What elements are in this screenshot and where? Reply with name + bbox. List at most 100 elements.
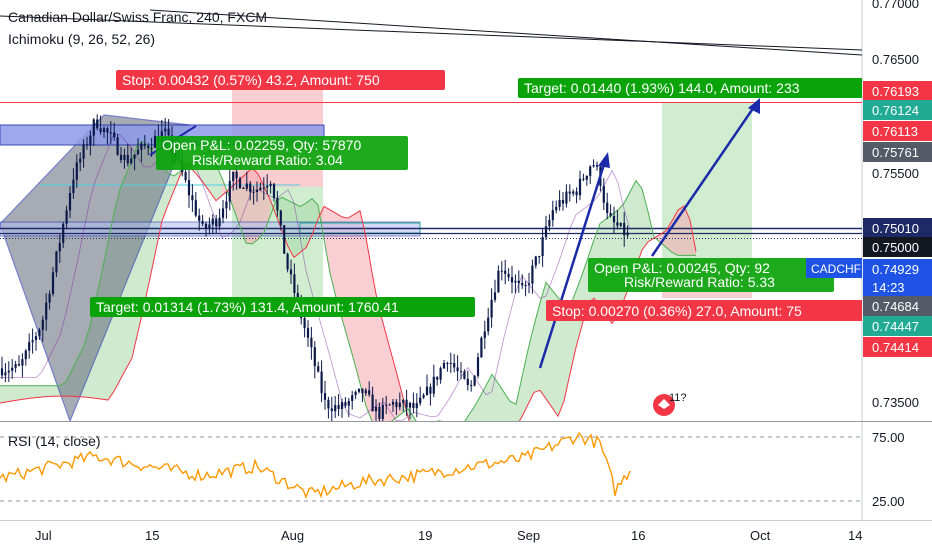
indicator-legend[interactable]: Ichimoku (9, 26, 52, 26) — [8, 31, 155, 47]
short-rr-text: Risk/Reward Ratio: 3.04 — [192, 152, 343, 168]
candle-body — [327, 399, 330, 409]
candle-body — [126, 154, 129, 164]
candle-body — [92, 119, 95, 136]
cloud-segment — [636, 180, 642, 268]
candle-body — [425, 386, 429, 396]
candle-body — [531, 265, 534, 284]
trendline-2[interactable] — [149, 9, 862, 56]
candle-body — [548, 220, 551, 227]
candle-body — [555, 206, 558, 211]
candle-body — [310, 337, 313, 348]
long-pnl-text: Open P&L: 0.00245, Qty: 92 — [594, 260, 770, 276]
candle-body — [215, 218, 218, 227]
candle-body — [38, 329, 41, 337]
price-tag-text: 0.74684 — [872, 299, 919, 314]
candle-body — [408, 402, 412, 408]
price-tag-text: 0.74929 — [872, 262, 919, 277]
candle-body — [487, 317, 490, 332]
cloud-segment — [510, 401, 516, 421]
price-tag: 14:23 — [863, 277, 932, 297]
candle-body — [119, 154, 123, 161]
cloud-segment — [18, 385, 24, 400]
candle-body — [211, 218, 214, 225]
candle-body — [133, 154, 136, 159]
candle-body — [357, 388, 361, 392]
price-tag-text: 0.74447 — [872, 319, 919, 334]
candle-body — [31, 340, 34, 343]
candle-body — [0, 368, 4, 376]
trendline-1[interactable] — [0, 15, 862, 51]
price-tag-text: 0.74414 — [872, 340, 919, 355]
candle-body — [466, 378, 469, 386]
candle-body — [75, 162, 78, 180]
long-stop-text: Stop: 0.00270 (0.36%) 27.0, Amount: 75 — [552, 303, 802, 319]
candle-body — [565, 191, 568, 204]
up-arrow-1[interactable] — [538, 157, 608, 369]
candle-body — [317, 366, 320, 372]
candle-body — [368, 390, 371, 395]
candle-body — [272, 183, 276, 199]
short-stop-label[interactable]: Stop: 0.00432 (0.57%) 43.2, Amount: 750 — [116, 70, 445, 90]
candle-body — [388, 404, 391, 406]
time-label: 16 — [631, 528, 645, 543]
candle-body — [238, 178, 242, 188]
candle-body — [4, 372, 7, 376]
candle-body — [41, 319, 44, 330]
price-tag: 0.74414 — [863, 337, 932, 357]
cloud-segment — [522, 349, 528, 417]
time-axis[interactable]: Jul 15 Aug 19 Sep 16 Oct 14 — [35, 528, 862, 543]
candle-body — [473, 375, 476, 386]
candle-body — [507, 273, 510, 278]
candle-body — [415, 403, 418, 408]
long-pnl-label[interactable]: Open P&L: 0.00245, Qty: 92 Risk/Reward R… — [588, 258, 834, 292]
price-axis[interactable]: 0.77000 0.76500 0.75500 0.73500 0. — [872, 0, 919, 410]
event-badge[interactable]: 11? — [653, 392, 687, 416]
rsi-legend[interactable]: RSI (14, close) — [8, 433, 101, 449]
long-stop-label[interactable]: Stop: 0.00270 (0.36%) 27.0, Amount: 75 — [546, 300, 864, 321]
cloud-segment — [42, 385, 48, 397]
price-tag-text: 0.76124 — [872, 103, 919, 118]
candle-body — [123, 154, 126, 161]
candle-body — [517, 280, 520, 284]
up-arrow-2[interactable] — [650, 103, 758, 257]
candle-body — [255, 189, 259, 192]
candle-body — [34, 336, 38, 341]
candle-body — [500, 270, 503, 272]
candle-body — [572, 191, 575, 194]
long-target-label[interactable]: Target: 0.01440 (1.93%) 144.0, Amount: 2… — [518, 78, 864, 98]
senkou-span-a — [0, 141, 696, 421]
price-tick: 0.75500 — [872, 166, 919, 181]
candle-body — [361, 388, 364, 394]
candle-body — [21, 359, 24, 366]
candle-body — [381, 404, 384, 419]
candle-body — [204, 223, 208, 229]
candle-body — [130, 158, 133, 164]
candle-body — [320, 371, 323, 394]
short-pnl-label[interactable]: Open P&L: 0.02259, Qty: 57870 Risk/Rewar… — [156, 136, 408, 170]
short-target-label[interactable]: Target: 0.01314 (1.73%) 131.4, Amount: 1… — [90, 297, 475, 317]
rsi-line[interactable] — [0, 431, 631, 500]
candle-body — [208, 224, 211, 229]
candle-body — [412, 402, 415, 408]
price-tick: 0.77000 — [872, 0, 919, 11]
candle-body — [340, 402, 344, 410]
candle-body — [459, 371, 463, 373]
cloud-segment — [336, 213, 342, 319]
symbol-tag[interactable]: CADCHF — [806, 258, 862, 278]
candle-body — [194, 200, 197, 216]
symbol-tag-text: CADCHF — [811, 262, 861, 276]
candle-body — [276, 198, 279, 211]
candle-body — [235, 171, 238, 179]
candle-body — [140, 143, 143, 150]
cloud-segment — [564, 305, 570, 402]
price-tags: 0.76193 0.76124 0.76113 0.75761 0.75010 0.750… — [863, 81, 932, 357]
candle-body — [449, 362, 452, 364]
candle-body — [279, 210, 282, 226]
candle-body — [62, 223, 65, 243]
candle-body — [402, 399, 405, 403]
candle-body — [167, 128, 170, 136]
price-tag-text: 0.75761 — [872, 145, 919, 160]
candle-body — [306, 328, 310, 338]
